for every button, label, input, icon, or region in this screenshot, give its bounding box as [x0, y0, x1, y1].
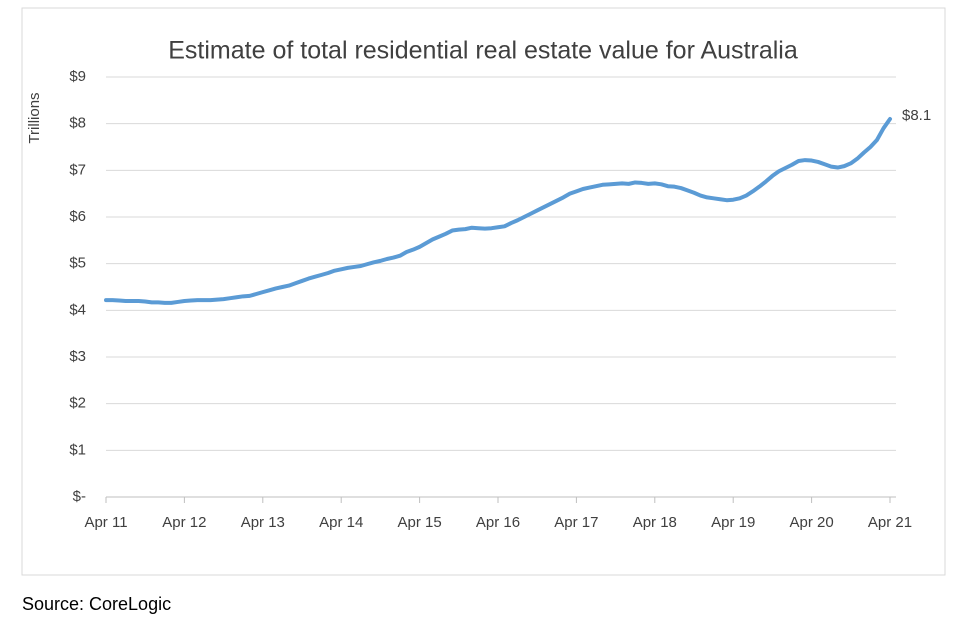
x-tick-label: Apr 12 — [162, 514, 206, 531]
x-tick-label: Apr 16 — [476, 514, 520, 531]
line — [104, 117, 892, 305]
x-tick-label: Apr 18 — [633, 514, 677, 531]
y-tick-label: $4 — [69, 301, 86, 318]
y-tick-label: $8 — [69, 115, 86, 132]
x-tick-label: Apr 20 — [789, 514, 833, 531]
data-label: $8.1 — [902, 107, 931, 124]
x-tick-label: Apr 11 — [84, 514, 127, 531]
x-tick-label: Apr 19 — [711, 514, 755, 531]
y-tick-label: $6 — [69, 208, 86, 225]
chart-title: Estimate of total residential real estat… — [168, 37, 798, 65]
x-tick-label: Apr 15 — [397, 514, 441, 531]
chart-frame — [21, 7, 946, 576]
y-tick-label: $7 — [69, 161, 86, 178]
y-tick-label: $5 — [69, 255, 86, 272]
y-tick-label: $9 — [69, 68, 86, 85]
source: Source: CoreLogic — [22, 594, 171, 614]
y-tick-label: $2 — [69, 395, 86, 412]
x-tick-label: Apr 14 — [319, 514, 363, 531]
y-tick-label: $1 — [69, 441, 86, 458]
y-tick-label: $3 — [69, 348, 86, 365]
y-tick-label: $- — [73, 488, 86, 505]
x-tick-label: Apr 13 — [241, 514, 285, 531]
x-tick-label: Apr 21 — [868, 514, 912, 531]
x-tick-label: Apr 17 — [554, 514, 598, 531]
y-axis-label: Trillions — [26, 92, 43, 143]
